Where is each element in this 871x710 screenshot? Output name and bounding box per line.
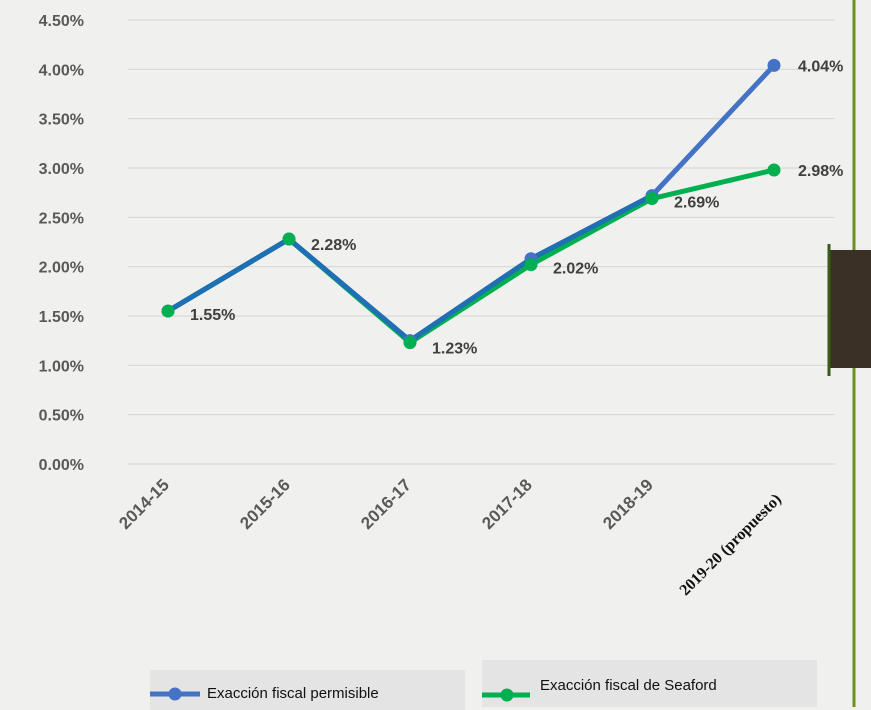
grid-lines [128, 19, 835, 465]
point-seaford [403, 336, 417, 350]
legend-label-seaford: Exacción fiscal de Seaford [540, 677, 717, 694]
x-tick-label: 2016-17 [357, 475, 415, 533]
x-axis: 2014-15 2015-16 2016-17 2017-18 2018-19 2019-… [115, 475, 785, 599]
y-tick-label: 3.00% [39, 161, 84, 178]
x-tick-label: 2014-15 [115, 475, 173, 533]
y-tick-label: 4.00% [39, 62, 84, 79]
y-tick-label: 1.00% [39, 358, 84, 375]
legend-label-permisible: Exacción fiscal permisible [207, 685, 379, 702]
point-seaford [524, 258, 538, 272]
x-tick-label: 2015-16 [236, 475, 294, 533]
data-label: 1.23% [432, 341, 477, 358]
y-tick-label: 4.50% [39, 13, 84, 30]
x-tick-label: 2018-19 [599, 475, 657, 533]
x-tick-label: 2017-18 [478, 475, 536, 533]
point-seaford [645, 192, 659, 206]
legend-marker-seaford [482, 688, 530, 702]
y-tick-label: 3.50% [39, 112, 84, 129]
x-tick-label: 2019-20 (propuesto) [677, 491, 785, 599]
legend-item-permisible: Exacción fiscal permisible [150, 670, 465, 710]
y-tick-label: 0.50% [39, 408, 84, 425]
data-labels: 1.55% 2.28% 1.23% 2.02% 2.69% 2.98% 4.04% [190, 58, 843, 357]
data-label: 4.04% [798, 58, 843, 75]
y-tick-label: 0.00% [39, 457, 84, 474]
y-tick-label: 1.50% [39, 309, 84, 326]
data-label: 2.69% [674, 195, 719, 212]
point-permisible [767, 58, 781, 72]
dark-box [828, 250, 871, 368]
point-seaford [161, 304, 175, 318]
y-axis: 0.00% 0.50% 1.00% 1.50% 2.00% 2.50% 3.00% 3.50%… [39, 13, 84, 474]
series-points [161, 58, 781, 350]
data-label: 2.98% [798, 163, 843, 180]
right-panel-decoration [827, 0, 871, 707]
y-tick-label: 2.00% [39, 260, 84, 277]
data-label: 2.28% [311, 237, 356, 254]
point-seaford [767, 163, 781, 177]
data-label: 2.02% [553, 261, 598, 278]
data-label: 1.55% [190, 307, 235, 324]
y-tick-label: 2.50% [39, 210, 84, 227]
point-seaford [282, 232, 296, 246]
legend-marker-permisible [150, 687, 200, 701]
legend-item-seaford: Exacción fiscal de Seaford [482, 660, 817, 707]
